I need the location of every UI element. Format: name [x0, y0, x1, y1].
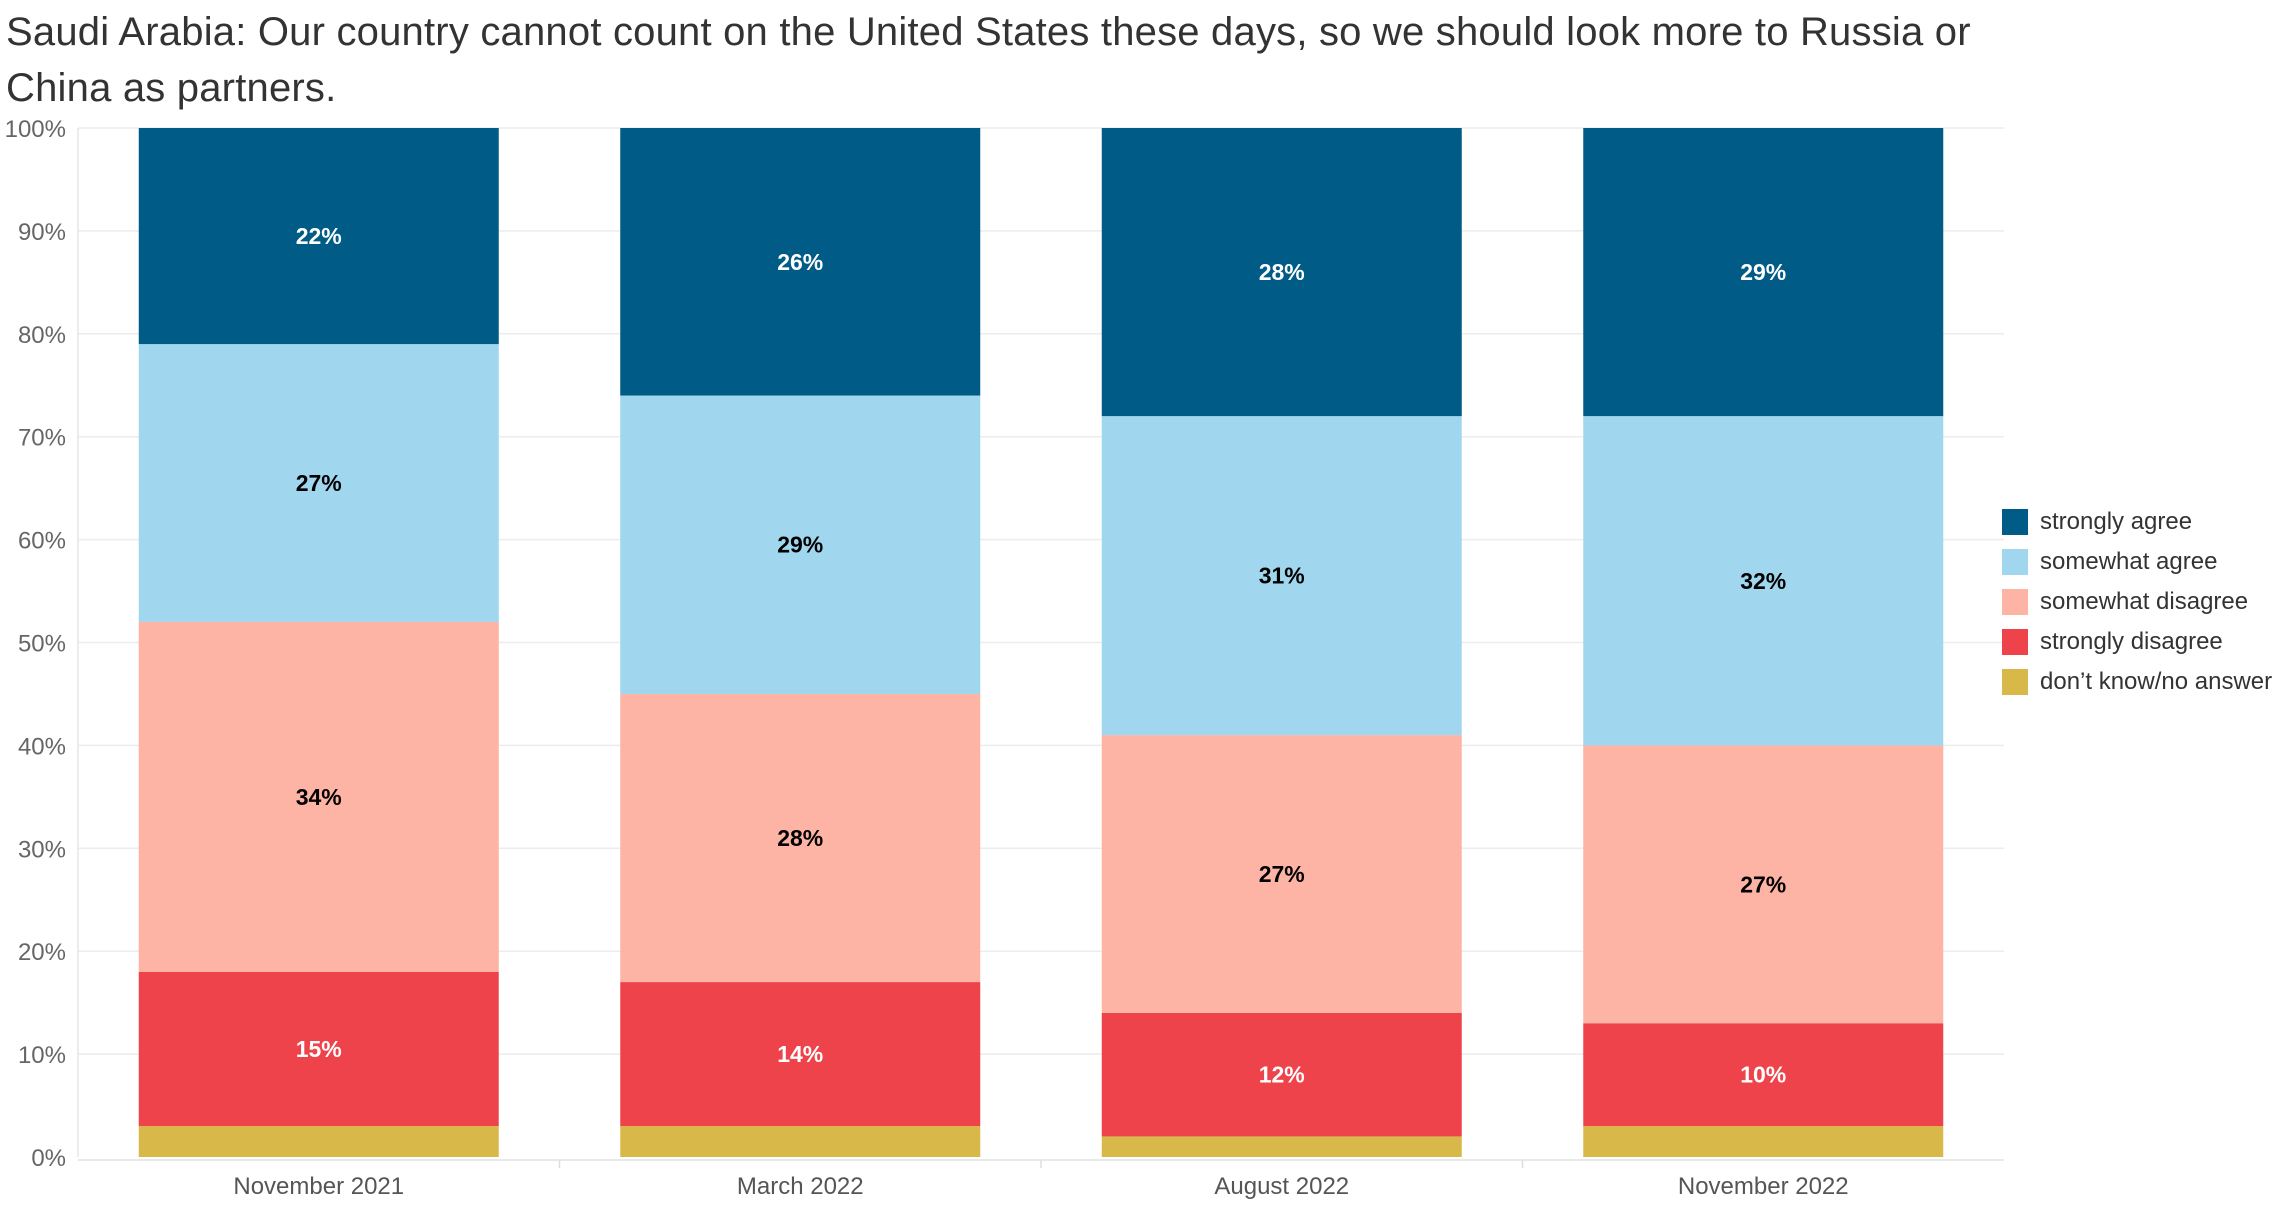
data-label: 12% — [1259, 1062, 1305, 1088]
y-tick-label: 100% — [5, 116, 66, 143]
legend-label: somewhat disagree — [2040, 588, 2249, 615]
data-label: 32% — [1740, 568, 1786, 594]
y-tick-label: 60% — [18, 528, 66, 555]
bars: 15% 34% 27% 22% 14% 28% 29% 26% 12% 27% 31% 28% 10% 2… — [138, 128, 1944, 1157]
data-label: 27% — [1740, 871, 1786, 897]
bar-segment — [620, 1126, 981, 1157]
data-label: 34% — [296, 784, 342, 810]
x-tick-label: November 2022 — [1678, 1173, 1849, 1200]
bar-segment — [138, 344, 499, 622]
y-tick-label: 0% — [31, 1145, 66, 1172]
y-axis: 0% 10% 20% 30% 40% 50% 60% 70% 80% 90% 100% — [5, 116, 79, 1172]
y-tick-label: 40% — [18, 733, 66, 760]
bar-segment — [1101, 1012, 1462, 1137]
data-label: 29% — [777, 532, 823, 558]
data-label: 28% — [777, 825, 823, 851]
bar-segment — [1101, 735, 1462, 1013]
data-label: 28% — [1259, 259, 1305, 285]
bar-segment — [1583, 745, 1944, 1024]
bar-segment — [1101, 128, 1462, 417]
bar-segment — [138, 128, 499, 345]
data-label: 29% — [1740, 259, 1786, 285]
legend-swatch — [2002, 549, 2028, 575]
legend-label: strongly disagree — [2040, 628, 2223, 655]
chart-title: Saudi Arabia: Our country cannot count o… — [6, 10, 1971, 110]
bar-segment — [1583, 1126, 1944, 1157]
legend-item: strongly disagree — [2002, 622, 2272, 662]
legend-swatch — [2002, 629, 2028, 655]
x-tick-label: August 2022 — [1214, 1173, 1349, 1200]
data-label: 31% — [1259, 563, 1305, 589]
bar-segment — [1583, 1023, 1944, 1127]
x-tick-label: March 2022 — [737, 1173, 864, 1200]
y-tick-label: 10% — [18, 1042, 66, 1069]
legend-label: don’t know/no answer — [2040, 668, 2273, 695]
bar-segment — [138, 621, 499, 972]
data-label: 27% — [1259, 861, 1305, 887]
bar-segment — [1583, 416, 1944, 746]
legend-swatch — [2002, 589, 2028, 615]
legend-swatch — [2002, 509, 2028, 535]
bar-segment — [620, 693, 981, 983]
legend-label: somewhat agree — [2040, 548, 2218, 575]
y-tick-label: 70% — [18, 425, 66, 452]
bar-segment — [1583, 128, 1944, 417]
legend-item: somewhat disagree — [2002, 582, 2272, 622]
x-tick-label: November 2021 — [233, 1173, 404, 1200]
bar-segment — [138, 971, 499, 1127]
data-label: 14% — [777, 1041, 823, 1067]
x-axis: November 2021 March 2022 August 2022 Novemb… — [78, 1159, 2004, 1200]
data-label: 15% — [296, 1036, 342, 1062]
bar-segment — [620, 395, 981, 694]
legend-label: strongly agree — [2040, 508, 2193, 535]
data-label: 26% — [777, 249, 823, 275]
y-tick-label: 30% — [18, 836, 66, 863]
legend: strongly agree somewhat agree somewhat dis… — [2002, 502, 2272, 702]
y-tick-label: 50% — [18, 631, 66, 658]
legend-item: strongly agree — [2002, 502, 2272, 542]
y-tick-label: 20% — [18, 939, 66, 966]
data-label: 27% — [296, 470, 342, 496]
bar-segment — [620, 128, 981, 396]
bar-segment — [620, 982, 981, 1127]
bar-segment — [1101, 1136, 1462, 1157]
legend-swatch — [2002, 669, 2028, 695]
bar-segment — [1101, 416, 1462, 736]
y-tick-label: 80% — [18, 322, 66, 349]
legend-item: somewhat agree — [2002, 542, 2272, 582]
data-label: 22% — [296, 223, 342, 249]
bar-segment — [138, 1126, 499, 1157]
data-label: 10% — [1740, 1062, 1786, 1088]
legend-item: don’t know/no answer — [2002, 662, 2272, 702]
y-tick-label: 90% — [18, 219, 66, 246]
